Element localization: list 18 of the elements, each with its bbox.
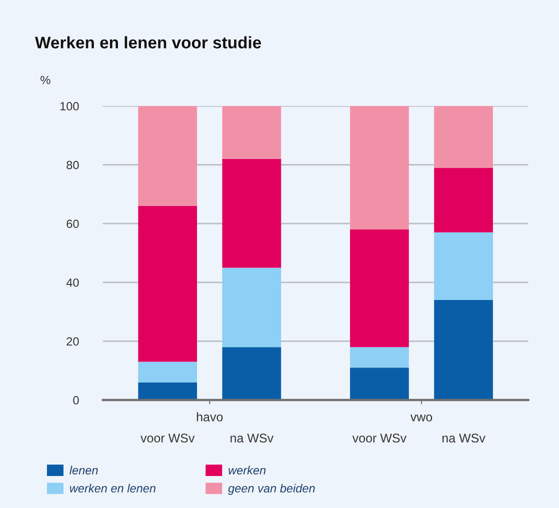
y-tick-label: 20 [66,337,79,346]
y-tick-label: 100 [60,102,79,110]
text: havo [196,412,223,422]
legend-label: geen van beiden [228,484,315,495]
legend-label: werken en lenen [70,484,156,492]
legend-label: lenen [70,466,98,474]
x-tick-label: voor WSv [352,434,406,443]
legend-label: werken [228,466,266,474]
x-tick-label: na WSv [442,434,486,443]
text: vwo [410,414,432,422]
y-tick-label: 40 [66,278,79,287]
y-axis-title: % [40,76,50,84]
y-tick-label: 0 [73,396,79,404]
chart-title: Werken en lenen voor studie [35,36,262,48]
x-tick-label: voor WSv [140,434,195,443]
y-tick-label: 80 [66,160,79,170]
y-tick-label: 60 [66,220,79,228]
x-tick-label: na WSv [230,434,274,443]
